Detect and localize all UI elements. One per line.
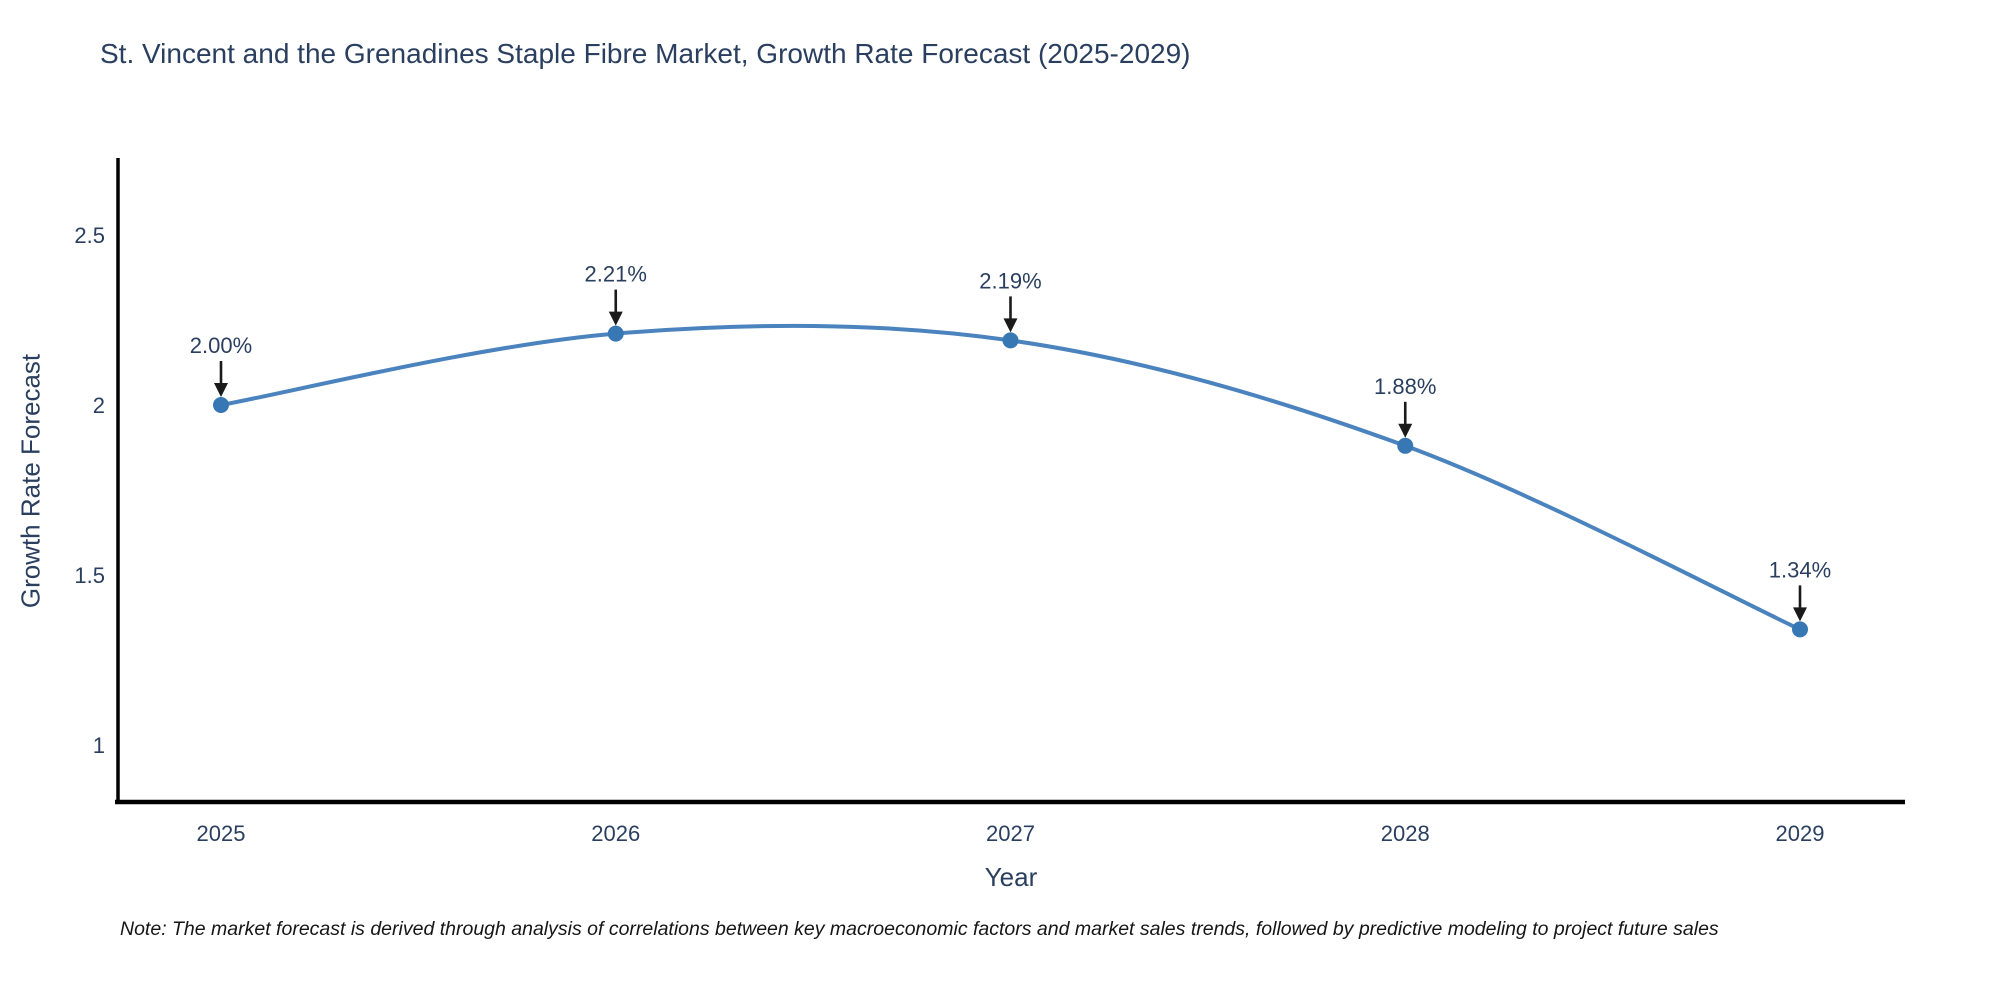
annotation-label-2027: 2.19% bbox=[979, 268, 1041, 293]
annotation-label-2026: 2.21% bbox=[585, 262, 647, 287]
y-tick-1: 1 bbox=[93, 733, 105, 758]
annotation-label-2029: 1.34% bbox=[1769, 557, 1831, 582]
data-point-2028[interactable] bbox=[1397, 437, 1414, 454]
annotation-arrowhead-2025 bbox=[214, 383, 228, 397]
data-point-2025[interactable] bbox=[213, 397, 229, 413]
x-tick-2029: 2029 bbox=[1776, 821, 1825, 846]
x-axis-title: Year bbox=[984, 862, 1038, 892]
data-point-2026[interactable] bbox=[607, 325, 624, 342]
y-tick-2: 2 bbox=[93, 393, 105, 418]
x-tick-2025: 2025 bbox=[197, 821, 246, 846]
annotation-arrowhead-2028 bbox=[1398, 423, 1413, 438]
data-point-2027[interactable] bbox=[1002, 332, 1019, 349]
chart-title: St. Vincent and the Grenadines Staple Fi… bbox=[100, 38, 1191, 69]
y-tick-1.5: 1.5 bbox=[74, 563, 105, 588]
y-tick-2.5: 2.5 bbox=[74, 223, 105, 248]
footnote: Note: The market forecast is derived thr… bbox=[120, 918, 1719, 940]
annotation-arrowhead-2029 bbox=[1793, 607, 1807, 622]
forecast-line bbox=[220, 323, 1801, 632]
data-point-2029[interactable] bbox=[1792, 621, 1808, 638]
annotation-arrowhead-2027 bbox=[1003, 318, 1018, 333]
x-tick-2026: 2026 bbox=[591, 821, 640, 846]
x-tick-2028: 2028 bbox=[1381, 821, 1430, 846]
annotation-arrowhead-2026 bbox=[608, 311, 623, 326]
annotation-label-2028: 1.88% bbox=[1374, 374, 1436, 399]
x-tick-2027: 2027 bbox=[986, 821, 1035, 846]
annotation-label-2025: 2.00% bbox=[190, 333, 252, 358]
